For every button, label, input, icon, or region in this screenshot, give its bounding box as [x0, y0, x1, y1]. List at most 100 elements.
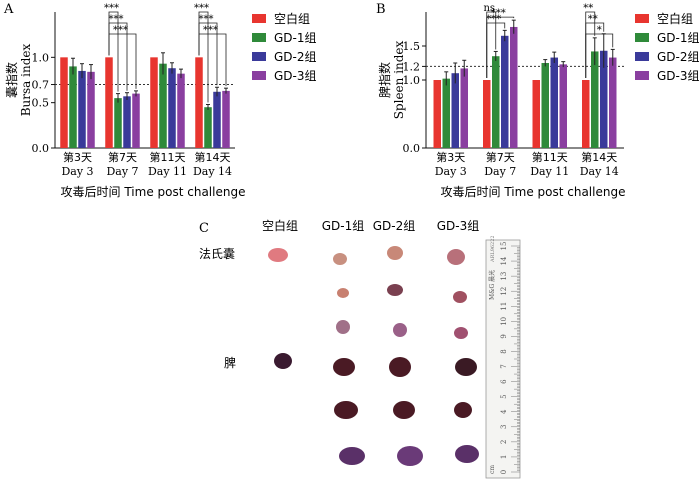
photo-column-header: 空白组	[262, 218, 298, 233]
legend-swatch	[635, 52, 649, 61]
bursa-specimen	[337, 288, 349, 298]
y-axis-label-en: Bursa index	[19, 44, 33, 117]
bursa-specimen	[387, 246, 403, 260]
ruler-number: 7	[500, 364, 508, 368]
ruler-number: 9	[500, 334, 508, 338]
bar	[213, 91, 221, 148]
ruler-number: 5	[500, 394, 508, 398]
x-tick-label-cn: 第11天	[150, 150, 186, 164]
y-axis-label-cn: 脾指数	[377, 62, 392, 98]
bar	[222, 90, 230, 148]
bursa-specimen	[268, 248, 288, 262]
ruler-code: ARL96222	[490, 235, 496, 263]
bar	[177, 73, 185, 148]
legend-label: GD-1组	[657, 31, 700, 45]
ruler-unit: cm	[489, 465, 496, 474]
bar	[87, 71, 95, 148]
ruler-number: 3	[500, 425, 508, 429]
bursa-specimen	[333, 253, 347, 265]
bar	[195, 57, 203, 149]
significance-label: ***	[491, 8, 506, 19]
ruler-number: 8	[500, 349, 508, 353]
spleen-specimen	[389, 357, 411, 377]
significance-label: ***	[486, 14, 501, 25]
organ-photo: 空白组 GD-1组 GD-2组 GD-3组法氏囊脾151413121110987654…	[199, 218, 521, 479]
x-tick-label-en: Day 11	[148, 165, 187, 178]
x-tick-label-cn: 第3天	[436, 150, 465, 164]
significance-label: ns	[483, 3, 495, 14]
ruler-number: 14	[500, 256, 508, 265]
photo-row-label-spleen: 脾	[224, 355, 236, 370]
bar	[168, 68, 176, 148]
legend-swatch	[635, 33, 649, 42]
significance-label: **	[588, 14, 598, 25]
bar	[460, 68, 468, 148]
spleen-specimen	[274, 353, 292, 369]
bar	[204, 107, 212, 148]
ruler-number: 4	[500, 409, 508, 414]
bar	[532, 80, 540, 148]
panel-label-b: B	[376, 2, 386, 17]
ruler-number: 6	[500, 379, 508, 384]
bar	[582, 80, 590, 148]
significance-label: ***	[194, 3, 209, 14]
significance-label: ***	[113, 25, 128, 36]
significance-bracket	[108, 33, 137, 89]
y-tick-label: 0.5	[32, 97, 50, 110]
spleen-specimen	[455, 358, 477, 376]
bar	[132, 93, 140, 148]
bar	[600, 50, 608, 149]
bar	[591, 51, 599, 148]
x-tick-label-cn: 第11天	[532, 150, 568, 164]
bar	[501, 35, 509, 148]
legend-swatch	[252, 14, 266, 23]
significance-label: **	[583, 3, 593, 14]
legend-swatch	[635, 71, 649, 80]
bar	[550, 57, 558, 149]
legend-label: GD-2组	[657, 50, 700, 64]
spleen-specimen	[333, 358, 355, 376]
bursa-specimen	[393, 323, 407, 337]
ruler-number: 0	[500, 470, 508, 474]
photo-row-label-bursa: 法氏囊	[199, 246, 235, 261]
spleen-specimen	[455, 445, 479, 463]
bar	[541, 63, 549, 148]
legend-swatch	[252, 33, 266, 42]
x-tick-label-en: Day 7	[484, 165, 516, 178]
y-tick-label: 1.2	[403, 60, 421, 73]
legend-label: GD-1组	[274, 31, 317, 45]
significance-bracket	[486, 16, 515, 78]
y-tick-label: 0.0	[403, 142, 421, 155]
y-tick-label: 1.0	[32, 51, 50, 64]
x-tick-label-en: Day 11	[530, 165, 569, 178]
x-tick-label-cn: 第7天	[108, 150, 137, 164]
legend-label: 空白组	[274, 11, 310, 26]
ruler-number: 10	[500, 317, 508, 326]
x-tick-label-cn: 第14天	[195, 150, 231, 164]
legend-swatch	[635, 14, 649, 23]
spleen-specimen	[334, 401, 358, 419]
ruler-number: 13	[500, 272, 508, 281]
x-axis-label: 攻毒后时间 Time post challenge	[61, 185, 246, 199]
significance-bracket	[198, 33, 227, 87]
x-tick-label-en: Day 14	[193, 165, 232, 178]
bursa-specimen	[387, 284, 403, 296]
y-axis-label-en: Spleen index	[392, 40, 406, 119]
significance-bracket	[585, 33, 614, 78]
bar	[559, 64, 567, 148]
bar	[510, 26, 518, 148]
legend-label: GD-3组	[657, 69, 700, 83]
photo-column-header: GD-2组	[373, 219, 416, 233]
panel-label-a: A	[3, 2, 14, 17]
ruler-number: 11	[500, 302, 508, 311]
spleen-specimen	[397, 446, 423, 466]
x-tick-label-en: Day 14	[580, 165, 619, 178]
ruler-number: 2	[500, 440, 508, 444]
ruler-number: 15	[500, 242, 508, 251]
bar	[78, 70, 86, 148]
bar	[492, 56, 500, 149]
bar	[150, 57, 158, 149]
bar	[60, 57, 68, 149]
bursa-specimen	[447, 249, 465, 265]
photo-column-header: GD-3组	[437, 219, 480, 233]
